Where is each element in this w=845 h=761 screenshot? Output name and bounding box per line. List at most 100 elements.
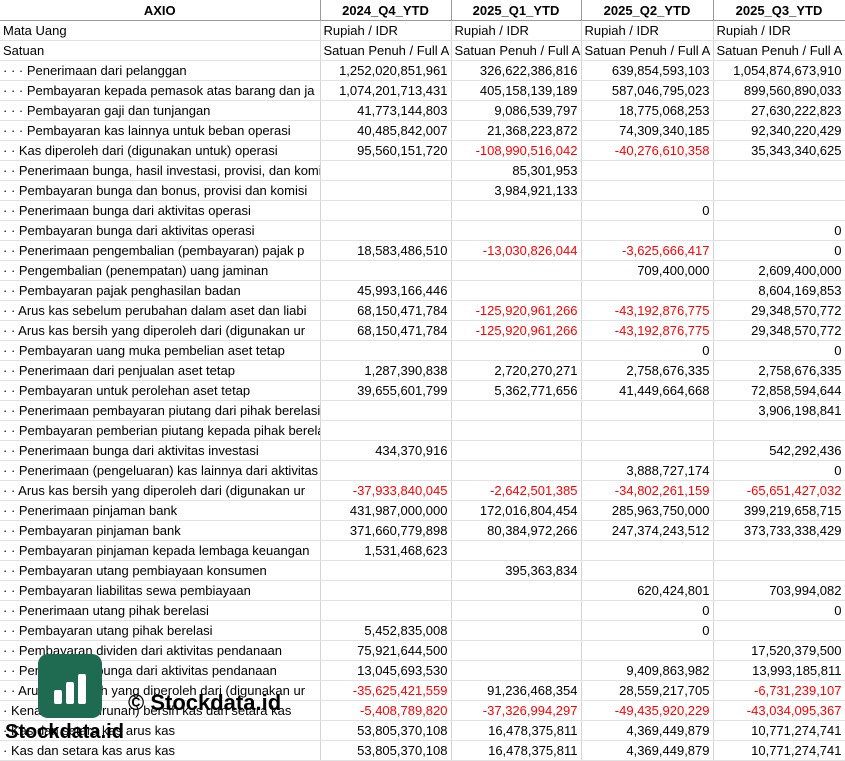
row-label-cell[interactable]: · · Penerimaan bunga, hasil investasi, p… [0, 160, 321, 181]
value-cell[interactable]: 5,452,835,008 [320, 620, 452, 641]
value-cell[interactable]: 17,520,379,500 [713, 640, 845, 661]
value-cell[interactable] [581, 420, 714, 441]
value-cell[interactable]: 29,348,570,772 [713, 300, 845, 321]
row-label-cell[interactable]: · · Kas diperoleh dari (digunakan untuk)… [0, 140, 321, 161]
value-cell[interactable]: -2,642,501,385 [451, 480, 582, 501]
row-label-cell[interactable]: · · Penerimaan pengembalian (pembayaran)… [0, 240, 321, 261]
row-label-cell[interactable]: · · Penerimaan utang pihak berelasi [0, 600, 321, 621]
value-cell[interactable] [320, 200, 452, 221]
value-cell[interactable]: 2,758,676,335 [713, 360, 845, 381]
value-cell[interactable]: 68,150,471,784 [320, 300, 452, 321]
value-cell[interactable]: Rupiah / IDR [451, 20, 582, 41]
value-cell[interactable]: 172,016,804,454 [451, 500, 582, 521]
value-cell[interactable]: -6,731,239,107 [713, 680, 845, 701]
value-cell[interactable]: -40,276,610,358 [581, 140, 714, 161]
value-cell[interactable]: 542,292,436 [713, 440, 845, 461]
row-label-cell[interactable]: · · Pembayaran utang pihak berelasi [0, 620, 321, 641]
row-label-cell[interactable]: · · Pembayaran utang pembiayaan konsumen [0, 560, 321, 581]
value-cell[interactable]: 39,655,601,799 [320, 380, 452, 401]
value-cell[interactable]: Rupiah / IDR [581, 20, 714, 41]
value-cell[interactable]: 0 [713, 240, 845, 261]
value-cell[interactable] [320, 460, 452, 481]
value-cell[interactable]: 620,424,801 [581, 580, 714, 601]
value-cell[interactable]: 29,348,570,772 [713, 320, 845, 341]
value-cell[interactable]: 74,309,340,185 [581, 120, 714, 141]
row-label-cell[interactable]: Satuan [0, 40, 321, 61]
value-cell[interactable]: -3,625,666,417 [581, 240, 714, 261]
value-cell[interactable]: 28,559,217,705 [581, 680, 714, 701]
value-cell[interactable]: 91,236,468,354 [451, 680, 582, 701]
row-label-cell[interactable]: · · Arus kas sebelum perubahan dalam ase… [0, 300, 321, 321]
row-label-cell[interactable]: · · Pembayaran bunga dan bonus, provisi … [0, 180, 321, 201]
value-cell[interactable] [713, 180, 845, 201]
value-cell[interactable] [451, 280, 582, 301]
value-cell[interactable]: 0 [581, 200, 714, 221]
value-cell[interactable] [320, 260, 452, 281]
row-label-cell[interactable]: · · Pembayaran pemberian piutang kepada … [0, 420, 321, 441]
row-label-cell[interactable]: · · · Pembayaran gaji dan tunjangan [0, 100, 321, 121]
value-cell[interactable]: -5,408,789,820 [320, 700, 452, 721]
value-cell[interactable]: -34,802,261,159 [581, 480, 714, 501]
value-cell[interactable]: 27,630,222,823 [713, 100, 845, 121]
value-cell[interactable] [320, 420, 452, 441]
value-cell[interactable]: 13,993,185,811 [713, 660, 845, 681]
value-cell[interactable] [451, 620, 582, 641]
row-label-cell[interactable]: · Kenaikan (penurunan) bersih kas dan se… [0, 700, 321, 721]
value-cell[interactable]: 1,287,390,838 [320, 360, 452, 381]
row-label-cell[interactable]: · · Pembayaran dividen dari aktivitas pe… [0, 640, 321, 661]
value-cell[interactable]: -125,920,961,266 [451, 320, 582, 341]
value-cell[interactable]: 2,758,676,335 [581, 360, 714, 381]
value-cell[interactable] [451, 220, 582, 241]
value-cell[interactable] [713, 200, 845, 221]
row-label-cell[interactable]: · · Arus kas bersih yang diperoleh dari … [0, 320, 321, 341]
value-cell[interactable]: 41,773,144,803 [320, 100, 452, 121]
value-cell[interactable]: -65,651,427,032 [713, 480, 845, 501]
value-cell[interactable] [713, 560, 845, 581]
row-label-cell[interactable]: · · · Pembayaran kepada pemasok atas bar… [0, 80, 321, 101]
row-label-cell[interactable]: · · Pembayaran pinjaman bank [0, 520, 321, 541]
value-cell[interactable] [451, 200, 582, 221]
value-cell[interactable]: -37,326,994,297 [451, 700, 582, 721]
value-cell[interactable]: 587,046,795,023 [581, 80, 714, 101]
value-cell[interactable]: 9,409,863,982 [581, 660, 714, 681]
value-cell[interactable] [451, 600, 582, 621]
value-cell[interactable] [581, 280, 714, 301]
value-cell[interactable]: 431,987,000,000 [320, 500, 452, 521]
row-label-cell[interactable]: · · Pembayaran bunga dari aktivitas pend… [0, 660, 321, 681]
value-cell[interactable]: 40,485,842,007 [320, 120, 452, 141]
value-cell[interactable] [320, 560, 452, 581]
row-label-cell[interactable]: · · Pembayaran liabilitas sewa pembiayaa… [0, 580, 321, 601]
value-cell[interactable]: 3,906,198,841 [713, 400, 845, 421]
header-period[interactable]: 2025_Q3_YTD [713, 0, 845, 21]
value-cell[interactable]: 639,854,593,103 [581, 60, 714, 81]
value-cell[interactable]: Satuan Penuh / Full A [451, 40, 582, 61]
value-cell[interactable]: -37,933,840,045 [320, 480, 452, 501]
value-cell[interactable] [713, 420, 845, 441]
value-cell[interactable] [320, 340, 452, 361]
value-cell[interactable] [320, 580, 452, 601]
value-cell[interactable] [451, 580, 582, 601]
value-cell[interactable] [581, 640, 714, 661]
value-cell[interactable]: 92,340,220,429 [713, 120, 845, 141]
row-label-cell[interactable]: · · Arus kas bersih yang diperoleh dari … [0, 680, 321, 701]
value-cell[interactable]: 13,045,693,530 [320, 660, 452, 681]
value-cell[interactable]: 395,363,834 [451, 560, 582, 581]
value-cell[interactable]: Rupiah / IDR [320, 20, 452, 41]
value-cell[interactable]: 2,720,270,271 [451, 360, 582, 381]
value-cell[interactable]: 0 [713, 460, 845, 481]
value-cell[interactable]: 53,805,370,108 [320, 720, 452, 741]
value-cell[interactable]: Satuan Penuh / Full A [713, 40, 845, 61]
value-cell[interactable]: 0 [713, 220, 845, 241]
value-cell[interactable] [320, 600, 452, 621]
value-cell[interactable]: 80,384,972,266 [451, 520, 582, 541]
value-cell[interactable]: -35,625,421,559 [320, 680, 452, 701]
row-label-cell[interactable]: · · Penerimaan pinjaman bank [0, 500, 321, 521]
value-cell[interactable]: 3,984,921,133 [451, 180, 582, 201]
value-cell[interactable] [451, 640, 582, 661]
value-cell[interactable]: 85,301,953 [451, 160, 582, 181]
value-cell[interactable]: 10,771,274,741 [713, 740, 845, 761]
row-label-cell[interactable]: · Kas dan setara kas arus kas [0, 720, 321, 741]
value-cell[interactable]: 10,771,274,741 [713, 720, 845, 741]
value-cell[interactable]: 9,086,539,797 [451, 100, 582, 121]
value-cell[interactable] [581, 540, 714, 561]
